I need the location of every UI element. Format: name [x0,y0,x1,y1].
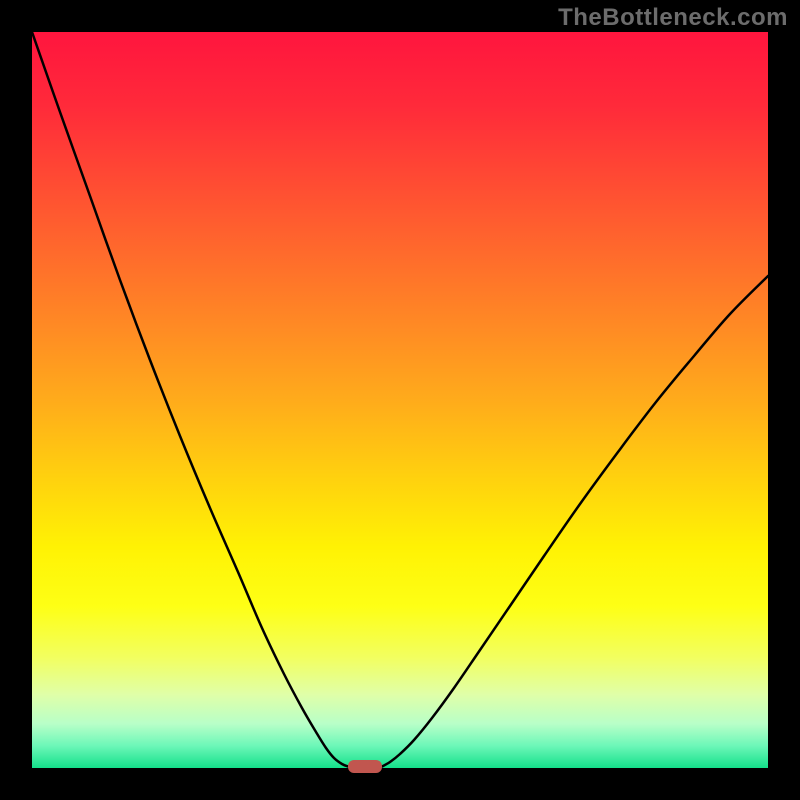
bottleneck-chart [0,0,800,800]
minimum-marker [348,760,382,773]
watermark-text: TheBottleneck.com [558,4,788,32]
chart-container: { "watermark": { "text": "TheBottleneck.… [0,0,800,800]
